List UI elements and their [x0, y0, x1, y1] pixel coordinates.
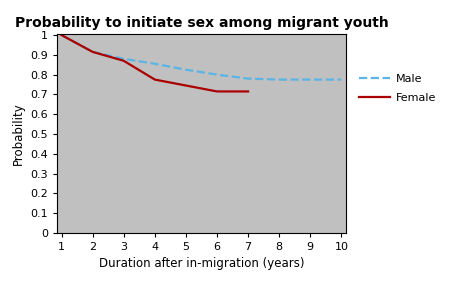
Female [121, 59, 127, 62]
Male [338, 78, 344, 81]
Female [152, 78, 158, 81]
Male [121, 57, 127, 60]
Male [152, 62, 158, 65]
Male [90, 50, 95, 54]
Legend: Male, Female: Male, Female [355, 70, 440, 107]
Female [90, 50, 95, 54]
Female [183, 84, 189, 87]
Title: Probability to initiate sex among migrant youth: Probability to initiate sex among migran… [15, 16, 388, 30]
X-axis label: Duration after in-migration (years): Duration after in-migration (years) [99, 258, 304, 270]
Line: Male: Male [62, 35, 341, 80]
Male [276, 78, 282, 81]
Male [308, 78, 313, 81]
Female [59, 33, 64, 37]
Male [59, 33, 64, 37]
Female [214, 90, 220, 93]
Male [245, 77, 251, 80]
Male [214, 73, 220, 76]
Y-axis label: Probability: Probability [11, 102, 25, 165]
Male [183, 68, 189, 71]
Female [245, 90, 251, 93]
Line: Female: Female [62, 35, 248, 91]
